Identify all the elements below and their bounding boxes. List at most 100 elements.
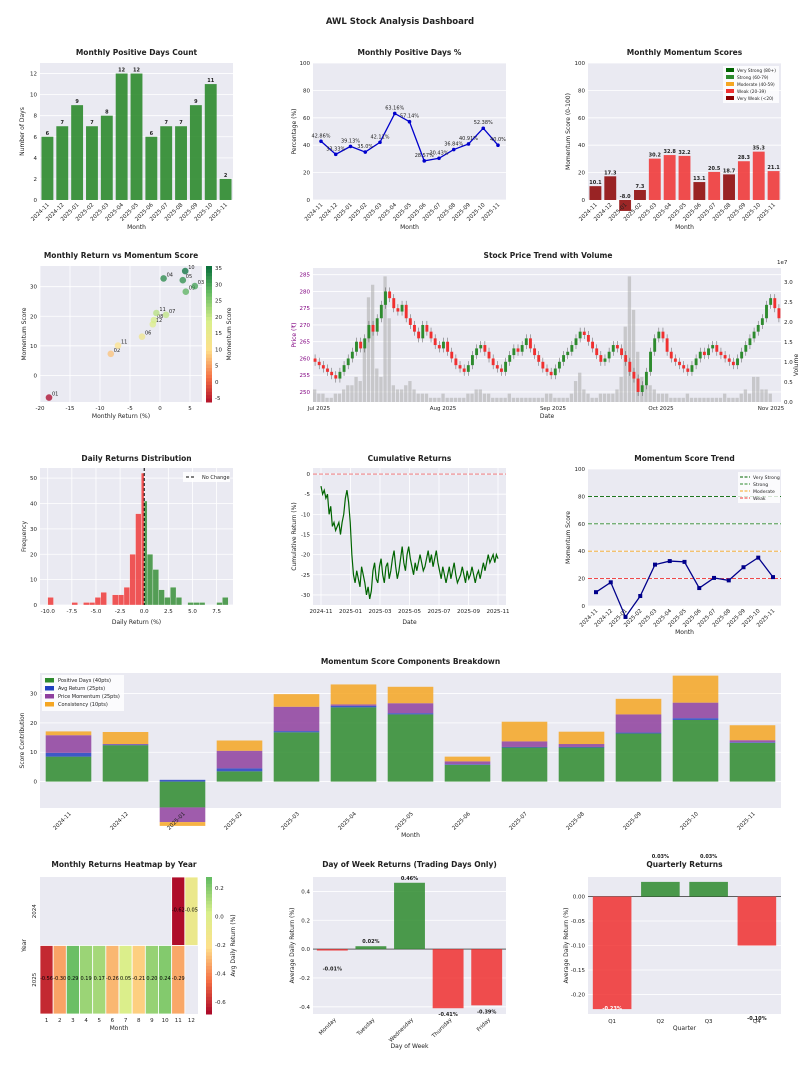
scatter-point: [45, 394, 53, 401]
legend-label: Very Strong: [753, 475, 780, 481]
chart-title: Quarterly Returns: [646, 860, 723, 869]
y-tick-label: 80: [578, 494, 585, 500]
x-tick-label: 0.0: [140, 609, 149, 615]
chart-title: Daily Returns Distribution: [81, 454, 191, 463]
candle-body: [404, 304, 408, 319]
chart-positive-days-pct: 02040608010042.86%2024-1133.33%2024-1239…: [291, 61, 506, 231]
x-tick-label: 2024-11: [52, 811, 72, 831]
x-tick-label: 9: [150, 1018, 154, 1024]
colorbar-segment: [206, 962, 212, 967]
colorbar-segment: [206, 959, 212, 964]
axis-label: Price (₹): [291, 322, 298, 347]
colorbar-segment: [206, 381, 212, 386]
colorbar-segment: [206, 1010, 212, 1015]
y-tick-label: 80: [578, 88, 585, 94]
bar: [160, 126, 173, 200]
volume-bar: [420, 393, 424, 402]
colorbar-segment: [206, 969, 212, 974]
candle-body: [752, 331, 756, 339]
bar: [471, 949, 503, 1006]
y-tick-label: 20: [30, 721, 37, 727]
x-tick-label: Q2: [656, 1019, 664, 1025]
volume-bar: [673, 397, 677, 402]
point-label: 08: [157, 314, 163, 320]
volume-tick: 3.0: [784, 280, 793, 286]
data-point: [348, 144, 353, 149]
volume-bar: [578, 372, 582, 402]
volume-bar: [437, 397, 441, 402]
axis-label: Score Contribution: [19, 712, 26, 768]
point-label: 11: [121, 340, 127, 346]
histogram-bar: [199, 602, 206, 606]
candle-body: [466, 365, 470, 372]
chart-title: Momentum Score Components Breakdown: [321, 657, 500, 666]
candle-body: [442, 341, 445, 349]
x-tick-label: Q1: [608, 1019, 616, 1025]
stacked-bar-segment: [558, 746, 605, 748]
chart-title: Monthly Return vs Momentum Score: [44, 251, 198, 260]
axis-label: Year: [21, 939, 28, 953]
y-tick-label: 50: [30, 476, 37, 482]
candle-body: [773, 298, 777, 309]
y-tick-label: -30: [301, 593, 310, 599]
bar: [71, 105, 84, 200]
chart-positive-days-count: 02468101262024-1172024-1292025-0172025-0…: [19, 63, 233, 231]
stacked-bar-segment: [159, 807, 206, 823]
candle-body: [553, 368, 557, 376]
y-tick-label: -0.4: [299, 1005, 310, 1011]
y-tick-label: -0.2: [299, 976, 310, 982]
y-tick-label: 0: [34, 198, 38, 204]
candle-body: [740, 351, 744, 359]
point-label: 03: [198, 280, 204, 286]
colorbar-segment: [206, 317, 212, 321]
colorbar-segment: [206, 327, 212, 332]
stacked-bar-segment: [501, 741, 548, 747]
y-tick-label: 12: [30, 72, 37, 78]
legend-label: Positive Days (40pts): [58, 678, 111, 684]
x-tick-label: 4: [84, 1018, 88, 1024]
candle-body: [665, 338, 669, 352]
candle-body: [611, 345, 615, 352]
histogram-bar: [144, 500, 148, 606]
bar: [708, 171, 721, 200]
colorbar-segment: [206, 388, 212, 393]
legend-label: Strong: [753, 482, 768, 488]
candle-body: [334, 375, 338, 379]
point-label: 12: [156, 318, 162, 324]
colorbar-segment: [206, 395, 212, 400]
candle-body: [396, 308, 400, 312]
value-label: 13.1: [693, 176, 706, 182]
value-label: 7: [61, 120, 65, 126]
y-tick-label: 280: [300, 289, 311, 295]
bar: [175, 126, 187, 200]
legend: Positive Days (40pts) Avg Return (25pts) P…: [42, 675, 124, 711]
data-point: [392, 111, 397, 116]
bar: [204, 84, 217, 200]
x-tick-label: Nov 2025: [758, 406, 785, 412]
volume-bar: [362, 339, 367, 402]
stacked-bar-segment: [672, 675, 719, 703]
volume-bar: [636, 351, 640, 402]
volume-bar: [706, 397, 710, 402]
value-label: 28.3: [738, 155, 751, 161]
legend-label: Consistency (10pts): [58, 702, 108, 708]
value-label: 36.84%: [444, 142, 463, 148]
candle-body: [628, 361, 632, 372]
volume-bar: [685, 393, 690, 402]
candle-body: [582, 331, 586, 335]
cell-label: -0.21: [132, 976, 145, 982]
colorbar-segment: [206, 276, 212, 281]
stacked-bar-segment: [330, 707, 377, 782]
y-tick-label: -0.10: [571, 944, 586, 950]
stacked-bar-segment: [330, 704, 377, 706]
colorbar-segment: [206, 398, 212, 403]
volume-bar: [399, 389, 404, 402]
value-label: -0.01%: [323, 967, 342, 973]
candle-body: [707, 348, 710, 356]
volume-bar: [681, 397, 685, 402]
value-label: 39.13%: [341, 138, 360, 144]
volume-bar: [656, 393, 661, 402]
colorbar-segment: [206, 347, 212, 352]
colorbar-tick: 5: [215, 364, 219, 370]
